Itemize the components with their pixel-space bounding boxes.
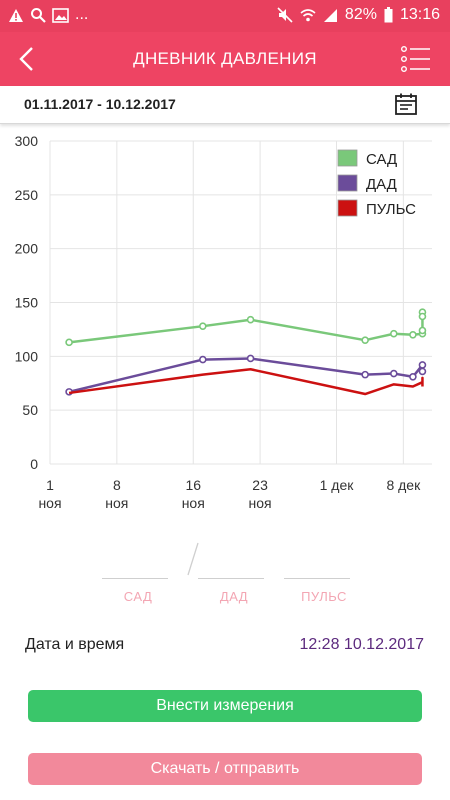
- battery-icon: [384, 7, 393, 23]
- data-point-1: [199, 355, 207, 364]
- more-notifications: ...: [75, 6, 89, 23]
- status-left-icons: ...: [8, 6, 88, 24]
- legend-swatch: [337, 149, 358, 167]
- x-tick-sublabel: ноя: [182, 495, 205, 511]
- y-tick-label: 150: [15, 295, 39, 311]
- data-point-0: [361, 336, 369, 344]
- y-tick-label: 300: [15, 133, 39, 149]
- y-tick-label: 0: [30, 456, 38, 472]
- warning-icon: [8, 8, 24, 23]
- legend-swatch: [337, 174, 358, 192]
- y-tick-label: 200: [15, 241, 39, 257]
- x-tick-sublabel: ноя: [38, 495, 61, 511]
- legend-label: ДАД: [366, 176, 397, 193]
- x-tick-label: 1 дек: [320, 477, 355, 493]
- legend-label: ПУЛЬС: [366, 201, 416, 218]
- x-tick-label: 8 дек: [386, 477, 421, 493]
- data-point-0: [409, 331, 417, 339]
- add-measurement-button[interactable]: Внести измерения: [28, 690, 422, 722]
- date-range-label[interactable]: 01.11.2017 - 10.12.2017: [24, 96, 176, 112]
- legend-swatch: [337, 199, 358, 217]
- wifi-icon: [300, 8, 316, 22]
- list-menu-button[interactable]: [400, 44, 432, 74]
- x-tick-label: 1: [46, 477, 54, 493]
- x-tick-label: 8: [113, 477, 121, 493]
- series-line-2: [68, 368, 424, 396]
- list-menu-icon: [401, 46, 430, 73]
- data-point-1: [389, 369, 398, 378]
- x-tick-sublabel: ноя: [249, 495, 272, 511]
- chart-svg: 0 50 100 150 200 250 300 1 ноя 8 ноя 16 ноя 23 ноя 1 де…: [15, 133, 432, 511]
- slash-separator: [187, 542, 199, 576]
- page-title: ДНЕВНИК ДАВЛЕНИЯ: [133, 49, 317, 68]
- pulse-input-label: ПУЛЬС: [301, 589, 347, 604]
- back-button[interactable]: [8, 40, 46, 78]
- image-icon: [52, 7, 69, 23]
- chevron-left-icon: [19, 47, 33, 71]
- data-point-1: [418, 367, 427, 376]
- series-line-0: [68, 310, 424, 344]
- data-point-0: [418, 326, 427, 335]
- y-tick-label: 250: [15, 187, 39, 203]
- clock: 13:16: [399, 6, 440, 23]
- data-point-0: [418, 312, 427, 321]
- data-point-1: [246, 354, 255, 363]
- data-point-0: [199, 322, 207, 330]
- download-send-button[interactable]: Скачать / отправить: [28, 753, 422, 785]
- calendar-icon: [395, 93, 417, 115]
- battery-percent: 82%: [344, 6, 377, 23]
- app-bar: ДНЕВНИК ДАВЛЕНИЯ: [0, 32, 450, 86]
- dad-input[interactable]: [198, 578, 264, 579]
- signal-icon: [323, 8, 338, 23]
- calendar-button[interactable]: [394, 92, 420, 118]
- search-icon: [30, 7, 46, 23]
- x-tick-label: 16: [185, 477, 201, 493]
- data-point-0: [65, 338, 73, 347]
- status-right-icons: 82% 13:16: [277, 6, 440, 24]
- data-point-0: [246, 315, 255, 324]
- mute-icon: [277, 7, 293, 23]
- date-range-bar: 01.11.2017 - 10.12.2017: [0, 86, 450, 124]
- x-tick-label: 23: [252, 477, 268, 493]
- sad-input-label: САД: [123, 589, 153, 604]
- measurement-inputs: САД ДАД ПУЛЬС: [0, 535, 450, 615]
- data-point-1: [361, 370, 369, 379]
- y-tick-label: 50: [22, 402, 38, 418]
- dad-input-label: ДАД: [219, 589, 249, 604]
- y-tick-label: 100: [15, 348, 39, 364]
- datetime-label: Дата и время: [25, 636, 125, 653]
- status-bar: ... 82% 13:16: [0, 0, 450, 32]
- sad-input[interactable]: [102, 578, 168, 579]
- pressure-chart[interactable]: 0 50 100 150 200 250 300 1 ноя 8 ноя 16 ноя 23 ноя 1 де…: [0, 130, 450, 520]
- data-point-0: [389, 329, 398, 338]
- datetime-value[interactable]: 12:28 10.12.2017: [299, 636, 424, 653]
- pulse-input[interactable]: [284, 578, 350, 579]
- data-point-1: [409, 372, 417, 381]
- data-point-1: [418, 361, 427, 369]
- x-tick-sublabel: ноя: [105, 495, 128, 511]
- legend-label: САД: [366, 151, 397, 168]
